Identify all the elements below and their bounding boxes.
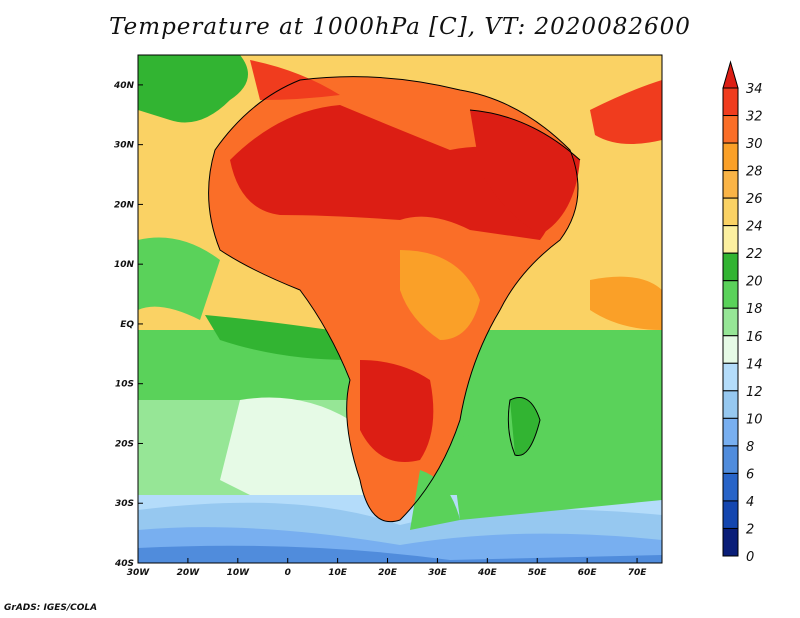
field-south-africa [410, 470, 460, 530]
lat-tick-label: EQ [120, 320, 134, 330]
colorbar-swatch [722, 225, 739, 254]
field-angola-hot [360, 360, 434, 462]
colorbar-label: 8 [746, 440, 754, 455]
lon-tick-label: 0 [285, 568, 291, 578]
colorbar-swatch [722, 527, 739, 557]
colorbar-label: 4 [746, 495, 754, 510]
field-arabian-sea [590, 276, 662, 330]
lon-tick-label: 10E [328, 568, 348, 578]
field-north-atlantic [138, 55, 248, 123]
field-sahara-hot [230, 105, 555, 240]
colorbar-label: 22 [746, 247, 763, 262]
colorbar-swatch [722, 252, 739, 282]
map-title: Temperature at 1000hPa [C], VT: 20200826… [109, 14, 691, 40]
lon-tick-label: 30E [428, 568, 448, 578]
colorbar-label: 2 [746, 522, 754, 537]
lon-tick-label: 30W [127, 568, 151, 578]
field-band-8 [138, 545, 662, 563]
colorbar-swatch [722, 307, 739, 337]
colorbar-label: 14 [746, 357, 763, 372]
colorbar-swatch [722, 142, 739, 172]
colorbar-swatch [722, 115, 739, 144]
colorbar-label: 16 [746, 330, 763, 345]
colorbar-label: 18 [746, 302, 763, 317]
colorbar-label: 32 [746, 110, 763, 125]
colorbar-swatch [722, 417, 739, 447]
temperature-field [138, 55, 662, 563]
footer-credit: GrADS: IGES/COLA [4, 603, 98, 613]
colorbar-label: 28 [746, 165, 763, 180]
africa-coastline [208, 76, 579, 522]
lat-tick-label: 20N [114, 200, 135, 210]
lat-tick-label: 30N [114, 141, 135, 151]
latitude-axis: 40N 30N 20N 10N EQ 10S 20S 30S 40S [113, 81, 143, 569]
colorbar-swatch [722, 280, 739, 309]
colorbar-swatch [722, 362, 739, 392]
lat-tick-label: 30S [115, 499, 134, 509]
colorbar-swatch [722, 87, 739, 117]
field-benguela [220, 397, 380, 520]
field-gulf-guinea-west [138, 237, 220, 320]
lon-tick-label: 20E [378, 568, 398, 578]
field-madagascar [510, 397, 540, 456]
colorbar-swatch [722, 335, 739, 364]
colorbar-swatch [722, 390, 739, 419]
colorbar-label: 0 [746, 550, 754, 565]
lon-tick-label: 10W [227, 568, 251, 578]
red-sea-coastline [469, 109, 581, 161]
colorbar-label: 34 [746, 82, 763, 97]
colorbar-swatch [722, 472, 739, 502]
lon-tick-label: 20W [177, 568, 201, 578]
colorbar-label: 24 [746, 220, 763, 235]
colorbar-label: 26 [746, 192, 763, 207]
field-congo-mild [400, 250, 480, 340]
plot-frame [137, 54, 663, 564]
lat-tick-label: 40S [114, 559, 134, 569]
lat-tick-label: 40N [113, 81, 135, 91]
lat-tick-label: 10S [115, 380, 134, 390]
field-iberia [250, 60, 340, 100]
colorbar-label: 30 [746, 137, 763, 152]
lat-tick-label: 10N [114, 260, 135, 270]
colorbar-label: 20 [746, 275, 763, 290]
longitude-axis: 30W 20W 10W 0 10E 20E 30E 40E 50E 60E 70E [127, 558, 647, 578]
lon-tick-label: 70E [628, 568, 648, 578]
madagascar-coastline [507, 397, 541, 457]
lon-tick-label: 50E [528, 568, 548, 578]
lon-tick-label: 60E [578, 568, 598, 578]
lon-tick-label: 40E [477, 568, 498, 578]
field-gulf-guinea [205, 315, 350, 360]
lat-tick-label: 20S [115, 439, 134, 449]
field-indian-cool [450, 426, 662, 520]
colorbar-swatch [722, 445, 739, 474]
colorbar-label: 6 [746, 467, 754, 482]
colorbar-label: 12 [746, 385, 763, 400]
colorbar-swatch [722, 170, 739, 199]
colorbar-swatch [722, 500, 739, 529]
colorbar-swatch [722, 197, 739, 227]
field-arabia-hot [470, 110, 580, 235]
colorbar-label: 10 [746, 412, 763, 427]
colorbar-top-arrow [722, 60, 739, 89]
field-iran-hot [590, 80, 662, 144]
coastlines [208, 76, 581, 522]
